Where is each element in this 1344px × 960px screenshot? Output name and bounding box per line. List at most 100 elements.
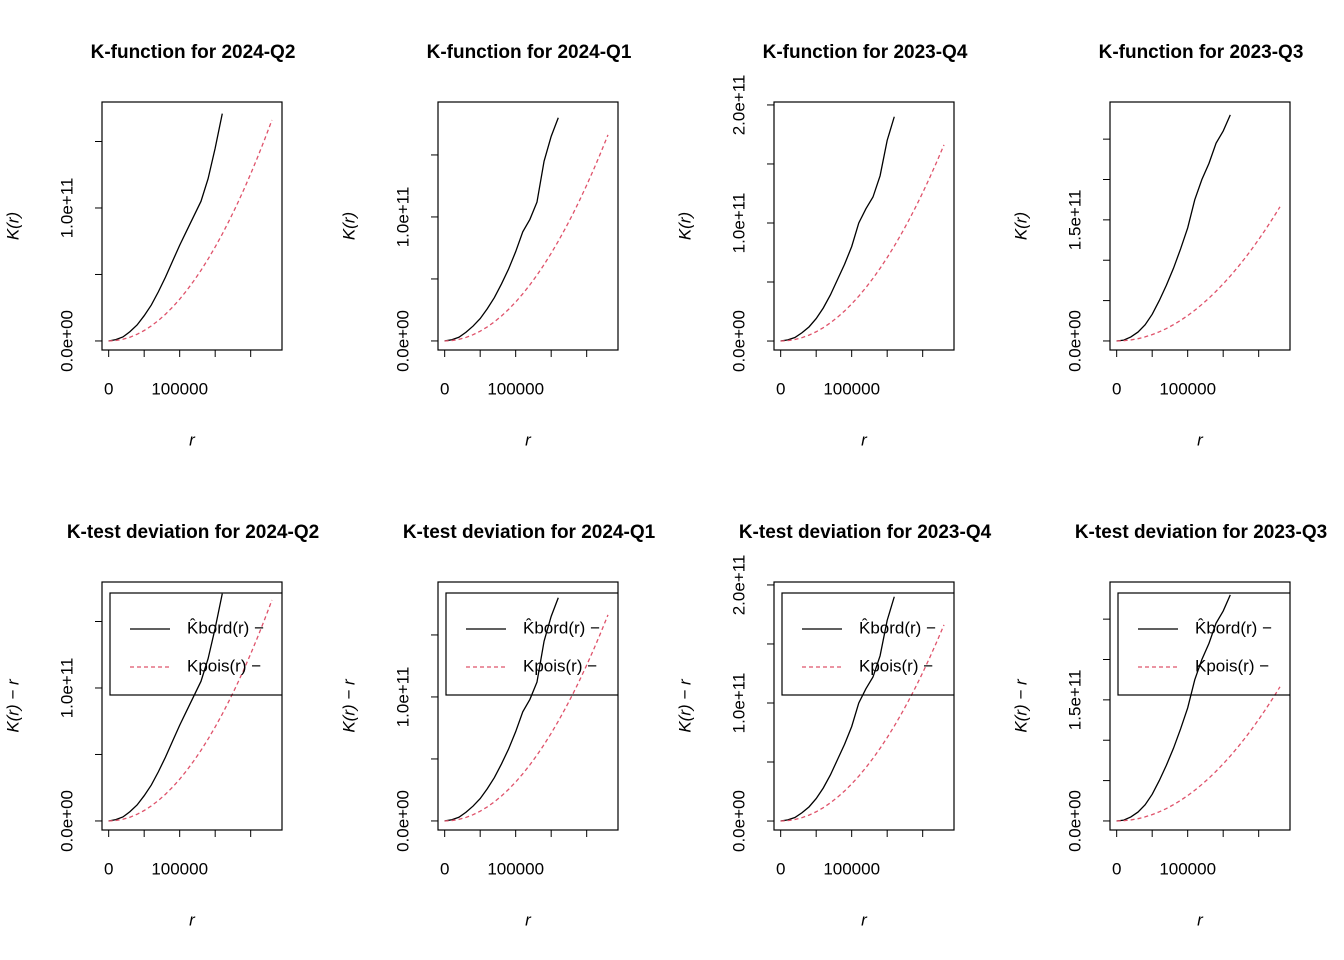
- y-tick-label: 0.0e+00: [393, 790, 412, 852]
- chart-panel: K-function for 2024-Q1 0 100000 0.0e+00 1.0e…: [339, 42, 632, 449]
- series-line: [444, 597, 559, 822]
- plot-box: [773, 581, 955, 831]
- chart-title: K-test deviation for 2024-Q2: [67, 522, 319, 543]
- y-tick-label: 0.0e+00: [57, 310, 76, 372]
- legend-box: [1117, 592, 1290, 696]
- x-tick-label: 0: [776, 379, 785, 398]
- series-line: [780, 596, 895, 822]
- x-tick-label: 0: [440, 859, 449, 878]
- y-tick-label: 0.0e+00: [393, 310, 412, 372]
- plot-box: [437, 581, 619, 831]
- series-line: [108, 119, 273, 342]
- plot-box: [773, 101, 955, 351]
- y-axis-title: K(r) − r: [1011, 678, 1030, 733]
- y-tick-label: 1.0e+11: [57, 178, 76, 239]
- legend-box: [445, 592, 618, 696]
- x-tick-label: 0: [1112, 859, 1121, 878]
- legend-label: K̂bord(r) −: [523, 618, 600, 638]
- x-tick-label: 100000: [823, 379, 880, 398]
- x-tick-label: 0: [1112, 379, 1121, 398]
- x-axis-title: r: [525, 430, 532, 449]
- y-tick-label: 1.0e+11: [57, 658, 76, 719]
- chart-title: K-test deviation for 2023-Q4: [739, 522, 992, 543]
- legend-label: Kpois(r) −: [1195, 656, 1269, 675]
- y-tick-label: 0.0e+00: [729, 310, 748, 372]
- x-axis-title: r: [1197, 910, 1204, 929]
- plot-area: [1116, 114, 1281, 342]
- x-tick-label: 100000: [487, 379, 544, 398]
- x-axis-title: r: [525, 910, 532, 929]
- plot-area: [108, 113, 273, 342]
- plot-area: [444, 117, 609, 342]
- x-axis-title: r: [189, 430, 196, 449]
- chart-panel: K-test deviation for 2023-Q4 0 100000 0.0e+…: [675, 522, 992, 929]
- series-line: [108, 599, 273, 822]
- series-line: [780, 624, 945, 822]
- x-tick-label: 100000: [1159, 859, 1216, 878]
- series-line: [1116, 114, 1231, 342]
- x-axis-title: r: [189, 910, 196, 929]
- series-line: [1116, 686, 1281, 822]
- y-tick-label: 1.0e+11: [393, 667, 412, 728]
- plot-box: [101, 101, 283, 351]
- y-tick-label: 0.0e+00: [57, 790, 76, 852]
- y-tick-label: 0.0e+00: [1065, 790, 1084, 852]
- chart-panel: K-function for 2024-Q2 0 100000 0.0e+00 1.0e…: [3, 42, 296, 449]
- plot-box: [1109, 581, 1291, 831]
- plot-box: [1109, 101, 1291, 351]
- chart-panel: K-test deviation for 2024-Q1 0 100000 0.0e+…: [339, 522, 656, 929]
- x-tick-label: 0: [104, 859, 113, 878]
- series-line: [444, 134, 609, 342]
- legend: K̂bord(r) − Kpois(r) −: [1117, 592, 1290, 696]
- x-axis-title: r: [861, 910, 868, 929]
- x-tick-label: 100000: [487, 859, 544, 878]
- series-line: [1116, 594, 1231, 822]
- chart-panel: K-test deviation for 2024-Q2 0 100000 0.0e+…: [3, 522, 319, 929]
- x-tick-label: 0: [440, 379, 449, 398]
- y-axis-title: K(r): [1011, 212, 1030, 240]
- y-axis-title: K(r) − r: [339, 678, 358, 733]
- chart-title: K-function for 2024-Q1: [427, 42, 632, 63]
- legend-label: K̂bord(r) −: [1195, 618, 1272, 638]
- x-tick-label: 100000: [1159, 379, 1216, 398]
- chart-panel: K-test deviation for 2023-Q3 0 100000 0.0e+…: [1011, 522, 1327, 929]
- series-line: [108, 113, 223, 342]
- y-tick-label: 1.0e+11: [729, 673, 748, 734]
- chart-title: K-test deviation for 2024-Q1: [403, 522, 656, 543]
- series-line: [444, 117, 559, 342]
- legend-label: K̂bord(r) −: [187, 618, 264, 638]
- legend: K̂bord(r) − Kpois(r) −: [781, 592, 954, 696]
- plot-box: [101, 581, 283, 831]
- y-tick-label: 1.0e+11: [729, 193, 748, 254]
- y-tick-label: 1.5e+11: [1065, 190, 1084, 251]
- chart-title: K-function for 2023-Q4: [763, 42, 968, 63]
- x-tick-label: 100000: [151, 859, 208, 878]
- plot-box: [437, 101, 619, 351]
- chart-title: K-test deviation for 2023-Q3: [1075, 522, 1327, 543]
- chart-panel: K-function for 2023-Q3 0 100000 0.0e+00 1.5e…: [1011, 42, 1304, 449]
- legend-box: [781, 592, 954, 696]
- y-tick-label: 2.0e+11: [729, 75, 748, 136]
- y-tick-label: 0.0e+00: [1065, 310, 1084, 372]
- y-tick-label: 2.0e+11: [729, 555, 748, 616]
- chart-title: K-function for 2024-Q2: [91, 42, 296, 63]
- legend-label: Kpois(r) −: [187, 656, 261, 675]
- y-axis-title: K(r) − r: [3, 678, 22, 733]
- series-line: [780, 116, 895, 342]
- chart-title: K-function for 2023-Q3: [1099, 42, 1304, 63]
- series-line: [108, 593, 223, 822]
- legend-label: K̂bord(r) −: [859, 618, 936, 638]
- plot-area: [444, 597, 609, 822]
- x-tick-label: 100000: [151, 379, 208, 398]
- x-axis-title: r: [861, 430, 868, 449]
- y-axis-title: K(r): [3, 212, 22, 240]
- y-tick-label: 1.5e+11: [1065, 670, 1084, 731]
- legend: K̂bord(r) − Kpois(r) −: [109, 592, 282, 696]
- x-tick-label: 0: [104, 379, 113, 398]
- legend-label: Kpois(r) −: [859, 656, 933, 675]
- x-axis-title: r: [1197, 430, 1204, 449]
- chart-panel: K-function for 2023-Q4 0 100000 0.0e+00 1.0e…: [675, 42, 968, 449]
- y-tick-label: 0.0e+00: [729, 790, 748, 852]
- plot-area: [780, 596, 945, 822]
